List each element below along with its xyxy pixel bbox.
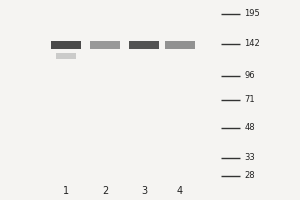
Text: 142: 142 — [244, 40, 260, 48]
Bar — [129, 41, 159, 49]
Bar — [90, 41, 120, 49]
Bar — [165, 41, 195, 49]
Text: 3: 3 — [141, 186, 147, 196]
Text: 195: 195 — [244, 9, 260, 19]
Bar — [51, 41, 81, 49]
Text: 33: 33 — [244, 154, 255, 162]
Bar — [56, 53, 76, 59]
Text: 4: 4 — [177, 186, 183, 196]
Text: 1: 1 — [63, 186, 69, 196]
Text: 48: 48 — [244, 123, 255, 132]
Text: 71: 71 — [244, 96, 255, 104]
Text: 2: 2 — [102, 186, 108, 196]
Text: 96: 96 — [244, 72, 255, 80]
Text: 28: 28 — [244, 171, 255, 180]
